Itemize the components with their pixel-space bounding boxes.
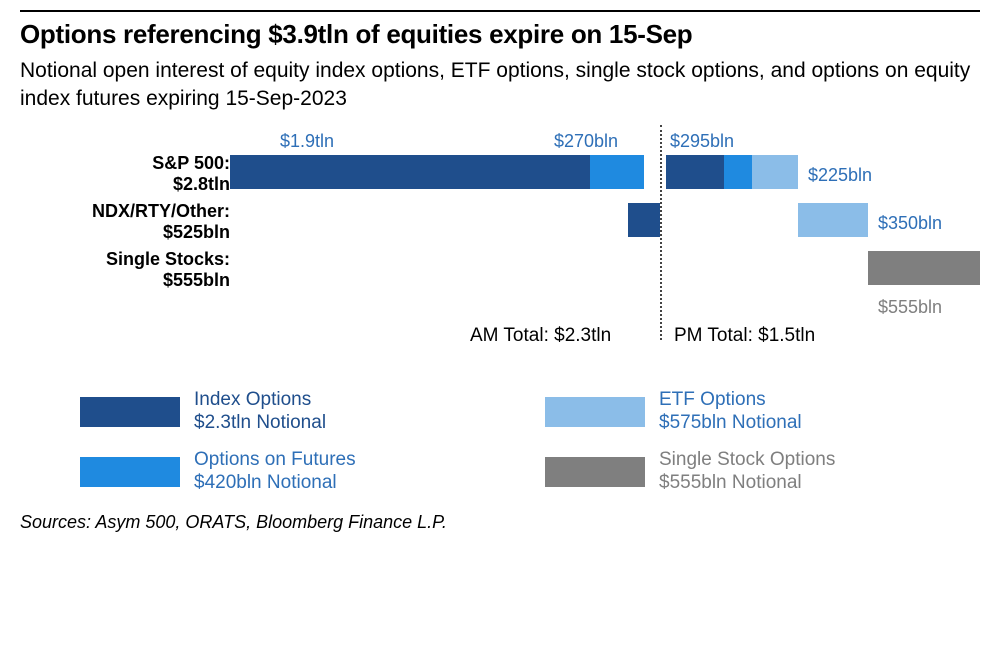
- legend-swatch: [80, 397, 180, 427]
- pm-total-label: PM Total: $1.5tln: [674, 325, 815, 347]
- row-label: Single Stocks:$555bln: [20, 249, 230, 290]
- legend-swatch: [545, 397, 645, 427]
- bar-value-label: $350bln: [878, 213, 942, 234]
- legend-line2: $2.3tln Notional: [194, 412, 326, 433]
- top-rule: [20, 10, 980, 12]
- bar-segment-index_options: [230, 155, 590, 189]
- chart-subtitle: Notional open interest of equity index o…: [20, 57, 980, 114]
- legend-text: Single Stock Options$555bln Notional: [659, 449, 835, 495]
- am-total-label: AM Total: $2.3tln: [470, 325, 611, 347]
- legend-text: Index Options$2.3tln Notional: [194, 389, 326, 435]
- bar-segment-options_on_futures: [724, 155, 752, 189]
- chart-title: Options referencing $3.9tln of equities …: [20, 18, 980, 51]
- legend-item: Options on Futures$420bln Notional: [80, 449, 515, 495]
- sources-line: Sources: Asym 500, ORATS, Bloomberg Fina…: [20, 512, 980, 533]
- legend-item: ETF Options$575bln Notional: [545, 389, 980, 435]
- bar-value-label: $295bln: [670, 131, 734, 152]
- row-label-line1: Single Stocks:: [106, 249, 230, 269]
- bar-segment-etf_options: [798, 203, 868, 237]
- bar-segment-single_stock_options: [868, 251, 980, 285]
- legend-item: Single Stock Options$555bln Notional: [545, 449, 980, 495]
- bar-segment-index_options: [628, 203, 660, 237]
- row-label-line2: $2.8tln: [173, 174, 230, 194]
- row-label-line1: NDX/RTY/Other:: [92, 201, 230, 221]
- am-pm-divider: [660, 125, 662, 340]
- legend-line1: Options on Futures: [194, 449, 356, 470]
- page-container: Options referencing $3.9tln of equities …: [0, 0, 1000, 663]
- bar-segment-etf_options: [752, 155, 798, 189]
- bar-value-label: $555bln: [878, 297, 942, 318]
- legend-line2: $555bln Notional: [659, 472, 802, 493]
- bar-segment-index_options: [666, 155, 724, 189]
- legend-line1: ETF Options: [659, 389, 766, 410]
- legend-line1: Single Stock Options: [659, 449, 835, 470]
- legend-line2: $575bln Notional: [659, 412, 802, 433]
- bar-value-label: $270bln: [554, 131, 618, 152]
- row-label: NDX/RTY/Other:$525bln: [20, 201, 230, 242]
- row-label-line2: $555bln: [163, 270, 230, 290]
- legend-swatch: [80, 457, 180, 487]
- legend-text: ETF Options$575bln Notional: [659, 389, 802, 435]
- waterfall-chart: S&P 500:$2.8tln $1.9tln $270bln $295bln $225…: [20, 125, 980, 385]
- row-label-line2: $525bln: [163, 222, 230, 242]
- legend-line1: Index Options: [194, 389, 311, 410]
- legend-item: Index Options$2.3tln Notional: [80, 389, 515, 435]
- row-label: S&P 500:$2.8tln: [20, 153, 230, 194]
- legend: Index Options$2.3tln Notional ETF Options…: [20, 389, 980, 494]
- legend-line2: $420bln Notional: [194, 472, 337, 493]
- legend-swatch: [545, 457, 645, 487]
- bar-value-label: $225bln: [808, 165, 872, 186]
- row-label-line1: S&P 500:: [152, 153, 230, 173]
- bar-value-label: $1.9tln: [280, 131, 334, 152]
- legend-text: Options on Futures$420bln Notional: [194, 449, 356, 495]
- bar-segment-options_on_futures: [590, 155, 644, 189]
